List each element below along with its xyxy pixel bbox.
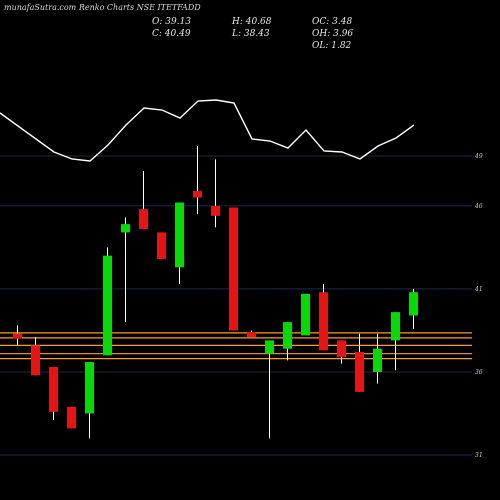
candle [283, 322, 292, 361]
candle-body-bear [337, 340, 346, 357]
stat-oc: OC: 3.48 [312, 17, 353, 27]
candle [391, 312, 400, 371]
candle [193, 146, 202, 215]
support-resistance-levels [0, 332, 472, 360]
candle [355, 333, 364, 392]
candle [229, 207, 238, 331]
candle [157, 232, 166, 259]
candle-body-bull [373, 348, 382, 372]
y-tick-label: 46 [474, 203, 483, 210]
stat-high: H: 40.68 [232, 17, 272, 27]
candle-body-bear [355, 352, 364, 392]
candle-body-bear [67, 406, 76, 429]
stat-open: O: 39.13 [152, 17, 192, 27]
candles-group [13, 146, 418, 439]
candle-body-bull [391, 312, 400, 341]
candle [121, 217, 130, 323]
y-tick-label: 36 [475, 369, 483, 376]
candle-body-bear [139, 209, 148, 230]
candle-body-bull [121, 224, 130, 233]
candle [13, 325, 22, 346]
indicator-line-group [0, 99, 415, 162]
candle-body-bear [13, 333, 22, 339]
candle-body-bull [103, 255, 112, 356]
y-tick-label: 41 [474, 286, 483, 293]
watermark: munafaSutra.com [4, 3, 77, 12]
candle [175, 202, 184, 284]
candle-body-bear [211, 205, 220, 216]
candle-body-bear [31, 345, 40, 376]
candle [85, 361, 94, 439]
chart-title: munafaSutra.com Renko Charts NSE ITETFAD… [4, 3, 201, 12]
candle [247, 330, 256, 338]
indicator-line [0, 99, 415, 162]
candle-body-bear [319, 292, 328, 351]
candle [211, 159, 220, 228]
candle-body-bull [409, 292, 418, 316]
candle-body-bear [49, 366, 58, 412]
candle [31, 337, 40, 376]
stat-ol: OL: 1.82 [312, 41, 352, 51]
candle [265, 340, 274, 439]
candle-body-bull [85, 361, 94, 414]
candle [103, 247, 112, 356]
candle-body-bull [283, 322, 292, 349]
candle-body-bull [265, 340, 274, 354]
candle-body-bull [175, 202, 184, 268]
candle [337, 340, 346, 364]
stat-oh: OH: 3.96 [312, 29, 354, 39]
candle [49, 366, 58, 421]
stat-close: C: 40.49 [152, 29, 191, 39]
candle [409, 288, 418, 329]
candle [301, 293, 310, 336]
candle [139, 170, 148, 230]
stat-low: L: 38.43 [232, 29, 270, 39]
candle [67, 406, 76, 429]
candle-body-bear [229, 207, 238, 331]
candle-body-bear [247, 332, 256, 338]
candle-body-bear [193, 190, 202, 198]
title-text: Renko Charts NSE ITETFADD [78, 3, 201, 12]
candle-body-bull [301, 293, 310, 336]
y-tick-label: 49 [474, 153, 483, 160]
y-tick-label: 31 [475, 452, 483, 459]
y-axis-ticks: 49 46 41 36 31 [474, 153, 483, 459]
candle [373, 333, 382, 384]
candle [319, 283, 328, 351]
candle-body-bear [157, 232, 166, 259]
